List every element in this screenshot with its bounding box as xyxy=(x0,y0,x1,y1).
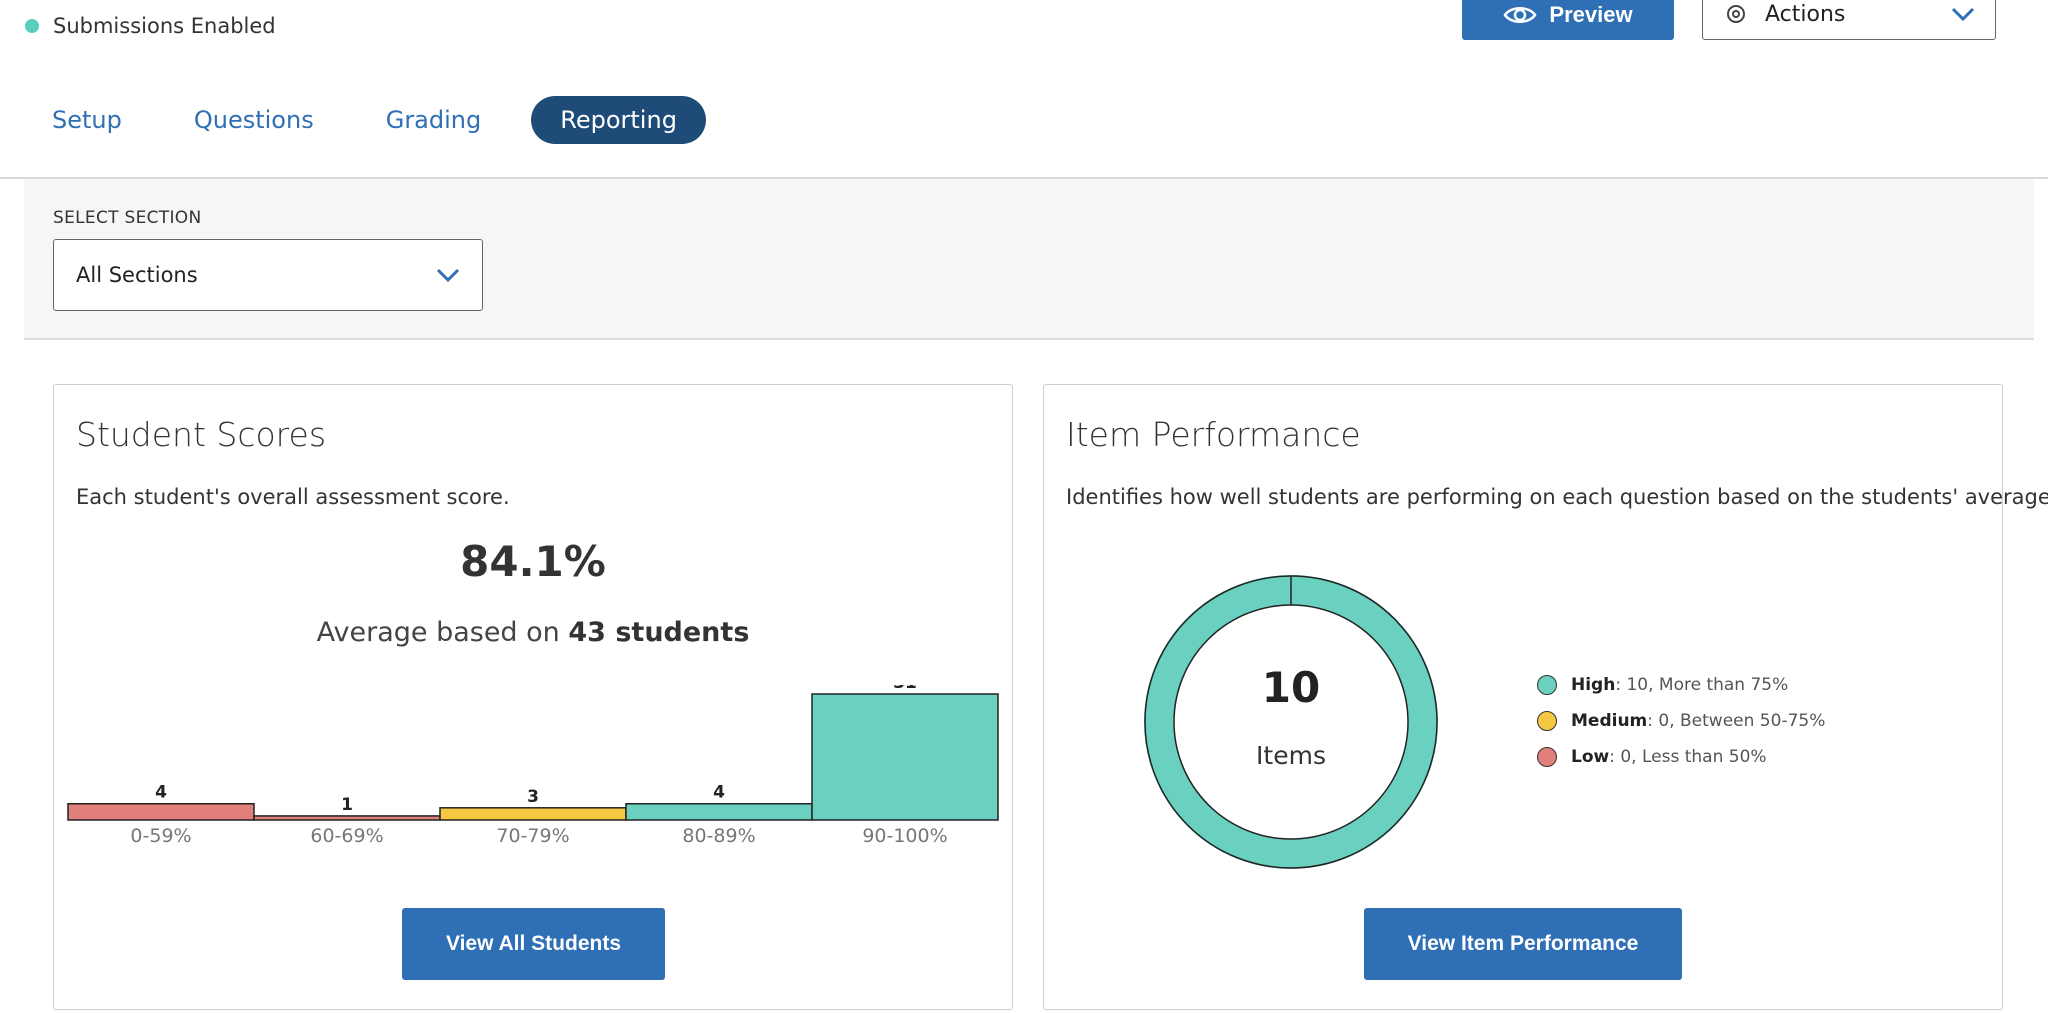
average-score: 84.1% xyxy=(460,537,606,586)
tab-bar: Setup Questions Grading Reporting xyxy=(30,96,734,144)
legend-name-low: Low xyxy=(1571,747,1610,767)
legend-text-low: Low: 0, Less than 50% xyxy=(1571,747,1767,767)
legend-dot-low xyxy=(1537,747,1557,767)
preview-button-label: Preview xyxy=(1549,2,1633,27)
legend-item-low: Low: 0, Less than 50% xyxy=(1537,739,1825,775)
view-all-students-button[interactable]: View All Students xyxy=(402,908,665,980)
tab-setup[interactable]: Setup xyxy=(52,106,122,134)
item-performance-donut xyxy=(1144,575,1438,869)
legend-dot-medium xyxy=(1537,711,1557,731)
section-select-value: All Sections xyxy=(76,263,198,287)
item-performance-card: Item Performance Identifies how well stu… xyxy=(1043,384,2048,1010)
histogram-category-label: 60-69% xyxy=(310,825,383,847)
view-item-performance-button[interactable]: View Item Performance xyxy=(1364,908,1682,980)
student-scores-description: Each student's overall assessment score. xyxy=(76,485,510,509)
gear-icon xyxy=(1727,5,1745,23)
histogram-category-label: 90-100% xyxy=(862,825,947,847)
histogram-category-label: 70-79% xyxy=(496,825,569,847)
legend-text-high: High: 10, More than 75% xyxy=(1571,675,1788,695)
legend-text-medium: Medium: 0, Between 50-75% xyxy=(1571,711,1825,731)
histogram-bar-0-59% xyxy=(67,802,255,821)
eye-icon xyxy=(1503,7,1537,23)
average-caption: Average based on 43 students xyxy=(54,617,1012,648)
donut-center-value: 10 xyxy=(1261,663,1321,712)
histogram-value-label: 4 xyxy=(155,783,167,803)
donut-outline xyxy=(1173,604,1409,840)
item-performance-title: Item Performance xyxy=(1066,415,1361,454)
histogram-bar-90-100% xyxy=(811,693,999,821)
status-text: Submissions Enabled xyxy=(53,14,276,38)
student-scores-title: Student Scores xyxy=(76,415,327,454)
legend-detail-high: : 10, More than 75% xyxy=(1615,675,1789,695)
actions-label: Actions xyxy=(1765,1,1846,27)
legend-item-medium: Medium: 0, Between 50-75% xyxy=(1537,703,1825,739)
status-dot-icon xyxy=(25,19,39,33)
legend-detail-low: : 0, Less than 50% xyxy=(1609,747,1767,767)
select-section-label: SELECT SECTION xyxy=(53,208,202,228)
preview-button[interactable]: Preview xyxy=(1462,0,1674,40)
score-histogram: 4 0-59% 1 60-69% 3 70-79% 4 80-89% 31 90-100% xyxy=(67,685,999,847)
item-performance-description: Identifies how well students are perform… xyxy=(1066,485,2048,509)
histogram-value-label: 1 xyxy=(341,795,353,815)
legend-detail-medium: : 0, Between 50-75% xyxy=(1647,711,1826,731)
tab-reporting[interactable]: Reporting xyxy=(531,96,706,144)
histogram-value-label: 31 xyxy=(893,685,917,693)
legend-name-high: High xyxy=(1571,675,1616,695)
performance-legend: High: 10, More than 75% Medium: 0, Betwe… xyxy=(1537,667,1825,775)
donut-center-label: Items xyxy=(1256,741,1326,770)
histogram-bar-80-89% xyxy=(625,802,813,821)
histogram-bar-70-79% xyxy=(439,807,627,821)
histogram-category-label: 0-59% xyxy=(130,825,191,847)
tab-grading[interactable]: Grading xyxy=(385,106,482,134)
tab-questions[interactable]: Questions xyxy=(193,106,314,134)
legend-name-medium: Medium xyxy=(1571,711,1648,731)
header-divider xyxy=(0,177,2048,179)
student-count: 43 students xyxy=(568,617,750,648)
chevron-down-icon xyxy=(1951,7,1975,21)
section-select[interactable]: All Sections xyxy=(53,239,483,311)
average-caption-prefix: Average based on xyxy=(316,617,569,648)
actions-dropdown[interactable]: Actions xyxy=(1702,0,1996,40)
student-scores-card: Student Scores Each student's overall as… xyxy=(53,384,1013,1010)
histogram-bar-60-69% xyxy=(253,815,441,821)
histogram-value-label: 3 xyxy=(527,787,539,807)
histogram-value-label: 4 xyxy=(713,783,725,803)
submission-status: Submissions Enabled xyxy=(25,14,276,38)
chevron-down-icon xyxy=(436,268,460,282)
donut-slice-high xyxy=(1144,575,1438,869)
legend-dot-high xyxy=(1537,675,1557,695)
histogram-category-label: 80-89% xyxy=(682,825,755,847)
legend-item-high: High: 10, More than 75% xyxy=(1537,667,1825,703)
